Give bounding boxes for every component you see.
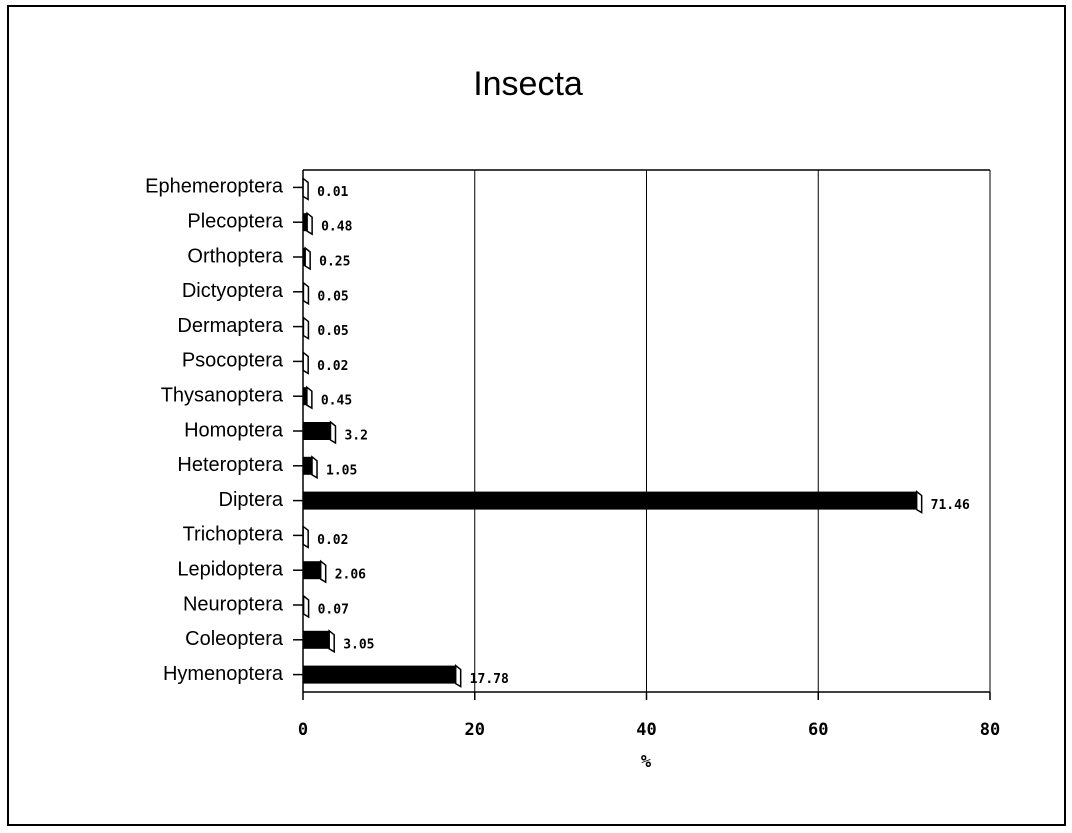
bar — [303, 213, 308, 232]
x-tick-label: 40 — [636, 720, 656, 740]
bar-end — [306, 385, 313, 410]
y-tick-label: Dermaptera — [177, 315, 283, 337]
bar-end — [328, 629, 335, 654]
value-label: 0.07 — [318, 603, 349, 618]
chart-title: Insecta — [473, 65, 583, 103]
x-tick-label: 0 — [298, 720, 308, 740]
x-axis-label: % — [641, 752, 652, 772]
y-tick-label: Psocoptera — [182, 350, 284, 372]
bar — [303, 665, 456, 684]
value-label: 0.01 — [317, 185, 348, 200]
y-tick-label: Hymenoptera — [163, 663, 284, 685]
value-label: 0.02 — [317, 533, 348, 548]
value-label: 1.05 — [326, 463, 357, 478]
value-label: 2.06 — [335, 568, 366, 583]
value-label: 0.05 — [317, 324, 348, 339]
value-label: 71.46 — [931, 498, 970, 513]
bar-end — [302, 350, 309, 375]
x-tick-label: 20 — [465, 720, 485, 740]
bar-end — [319, 559, 327, 584]
y-tick-label: Dictyoptera — [182, 280, 284, 302]
y-tick-label: Ephemeroptera — [145, 176, 284, 198]
y-tick-label: Coleoptera — [185, 628, 284, 650]
value-label: 0.45 — [321, 394, 352, 409]
bar-end — [304, 246, 311, 271]
value-label: 17.78 — [470, 672, 509, 687]
y-tick-label: Plecoptera — [187, 210, 283, 232]
y-tick-label: Orthoptera — [187, 245, 283, 267]
value-label: 0.02 — [317, 359, 348, 374]
value-label: 3.2 — [344, 429, 367, 444]
bar-end — [302, 524, 309, 549]
value-label: 0.05 — [317, 289, 348, 304]
bar — [303, 387, 307, 406]
bar — [303, 630, 330, 649]
bar-end — [915, 490, 923, 514]
value-label: 0.48 — [321, 220, 352, 235]
bar-end — [454, 664, 462, 688]
frame — [7, 5, 1066, 826]
y-tick-label: Trichoptera — [183, 524, 284, 546]
bar-end — [302, 281, 310, 306]
bar-end — [302, 316, 310, 340]
x-tick-label: 60 — [808, 720, 828, 740]
bar — [303, 491, 917, 510]
bar-end — [306, 211, 313, 236]
bar-end — [311, 455, 318, 480]
bar-end — [302, 176, 309, 201]
y-tick-label: Lepidoptera — [177, 558, 284, 580]
bar — [303, 561, 321, 580]
y-tick-label: Diptera — [219, 489, 284, 511]
y-tick-label: Neuroptera — [183, 593, 284, 615]
y-tick-label: Thysanoptera — [161, 384, 284, 406]
bar — [303, 422, 331, 440]
value-label: 3.05 — [343, 637, 374, 652]
bar-end — [329, 420, 337, 445]
bar — [303, 248, 306, 266]
bar-end — [302, 594, 310, 619]
y-tick-label: Heteroptera — [177, 454, 283, 476]
value-label: 0.25 — [319, 255, 350, 270]
bar — [303, 456, 313, 475]
x-tick-label: 80 — [980, 720, 1000, 740]
y-tick-label: Homoptera — [184, 419, 284, 441]
